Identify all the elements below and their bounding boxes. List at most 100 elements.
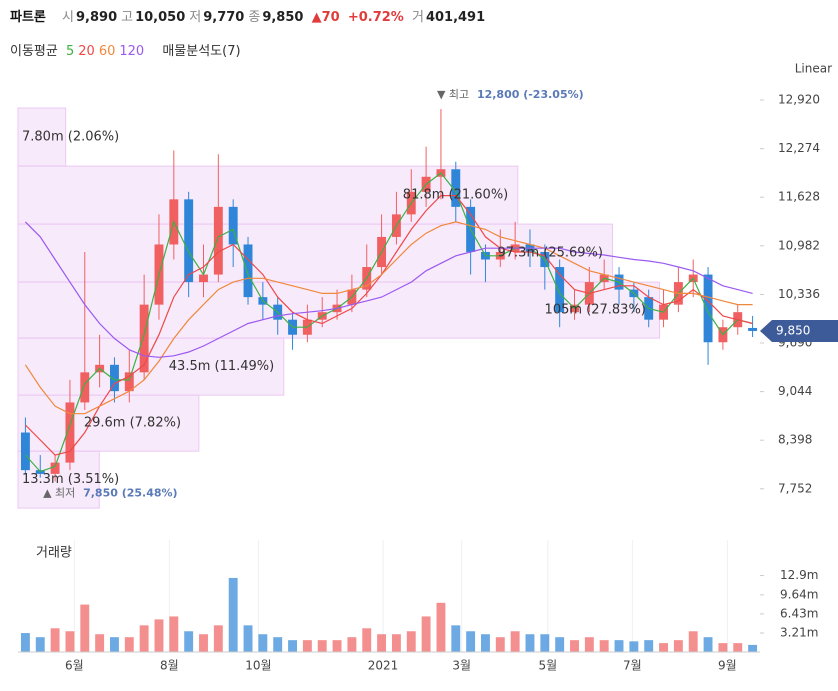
volume-bar — [288, 640, 297, 652]
ma-legend: 5 20 60 120 — [66, 44, 148, 59]
high-marker: ▼ 최고 — [437, 88, 469, 101]
volume-bar — [243, 625, 253, 652]
y-tick-label: 10,336 — [778, 287, 820, 301]
volume-key: 거 — [411, 10, 424, 25]
profile-bar — [17, 394, 200, 452]
candle-body — [20, 432, 30, 471]
volume-bar — [406, 631, 416, 652]
profile-label: 7.80m (2.06%) — [22, 130, 119, 145]
x-tick-label: 7월 — [623, 659, 642, 673]
volume-bar — [65, 631, 75, 652]
volume-bar — [50, 628, 60, 652]
volume-bar — [703, 637, 713, 652]
profile-label: 29.6m (7.82%) — [84, 416, 181, 431]
quotes: 시 9,890 고 10,050 저 9,770 종 9,850 — [58, 10, 303, 25]
volume-bar — [659, 643, 668, 652]
profile-label: 43.5m (11.49%) — [169, 359, 274, 374]
candle-body — [748, 327, 758, 331]
volume-bar — [391, 634, 401, 652]
volume-bar — [555, 637, 565, 652]
profile-label: 97.3m (25.69%) — [498, 246, 603, 261]
candle-body — [139, 304, 149, 373]
volume-bar — [584, 637, 594, 652]
volume-bar — [20, 633, 30, 652]
profile-label: 105m (27.83%) — [545, 303, 646, 318]
candle-body — [124, 372, 134, 392]
volume-bar — [481, 634, 490, 652]
volume-bar — [644, 640, 654, 652]
x-tick-label: 2021 — [368, 659, 399, 673]
volume-bar — [599, 640, 609, 652]
profile-label: 매물분석도(7) — [162, 44, 241, 59]
volume-bar — [273, 637, 283, 652]
y-tick-label: 11,628 — [778, 190, 820, 204]
volume-bar — [629, 641, 639, 652]
volume-bar — [184, 631, 194, 652]
ma-label: 이동평균 — [10, 44, 58, 59]
quote-value: 10,050 — [135, 10, 186, 25]
volume-bar — [718, 643, 728, 652]
candle-body — [703, 274, 713, 343]
quote-key: 시 — [62, 10, 74, 25]
high-text: 12,800 (-23.05%) — [477, 88, 584, 101]
ma-line — [24, 172, 753, 473]
volume-bar — [570, 640, 579, 652]
quote-value: 9,850 — [262, 10, 304, 25]
x-tick-label: 3월 — [452, 659, 471, 673]
volume-bar — [80, 604, 90, 652]
x-tick-label: 8월 — [160, 659, 179, 673]
x-tick-label: 6월 — [65, 659, 84, 673]
volume-bar — [451, 625, 461, 652]
quote-value: 9,890 — [76, 10, 118, 25]
quote-key: 종 — [248, 10, 261, 25]
y-tick-label: 12,920 — [778, 93, 820, 107]
candle-body — [451, 169, 461, 207]
legend-item: 60 — [98, 44, 116, 59]
volume-tick-label: 12.9m — [780, 568, 818, 582]
volume-bar — [362, 628, 372, 652]
x-tick-label: 10월 — [245, 659, 271, 673]
low-text: 7,850 (25.48%) — [83, 486, 178, 499]
volume-bar — [199, 634, 208, 652]
profile-label: 13.3m (3.51%) — [22, 472, 119, 487]
candle-body — [184, 199, 194, 283]
volume-bar — [169, 616, 179, 652]
volume-bar — [139, 625, 149, 652]
candle-body — [243, 244, 253, 298]
volume-bar — [525, 634, 535, 652]
x-tick-label: 9월 — [718, 659, 737, 673]
candle-body — [555, 267, 565, 313]
volume-bar — [748, 644, 758, 652]
change: ▲70 — [311, 10, 340, 25]
profile-bar — [17, 281, 661, 339]
volume-bar — [688, 631, 698, 652]
volume-bar — [332, 640, 342, 652]
volume-tick-label: 6.43m — [780, 606, 818, 620]
volume-bar — [35, 637, 45, 652]
ma-line — [24, 221, 753, 358]
ma-line — [24, 221, 753, 415]
legend-item: 120 — [119, 44, 145, 59]
x-tick-label: 5월 — [538, 659, 557, 673]
candle-body — [50, 462, 60, 474]
y-tick-label: 8,398 — [778, 433, 812, 447]
candle-body — [199, 274, 208, 283]
volume-bar — [110, 637, 119, 652]
candle-body — [110, 364, 119, 392]
price-tag-label: 9,850 — [776, 323, 810, 337]
volume-bar — [377, 634, 387, 652]
volume-bar — [495, 637, 505, 652]
low-marker: ▲ 최저 — [43, 486, 75, 499]
scale-label: Linear — [795, 62, 832, 76]
profile-bar — [17, 107, 67, 167]
ma-line — [24, 195, 753, 456]
profile-label: 81.8m (21.60%) — [403, 188, 508, 203]
candle-body — [228, 206, 238, 245]
volume-bar — [421, 616, 431, 652]
legend: 이동평균 5 20 60 120 매물분석도(7) — [10, 40, 245, 59]
volume-bar — [302, 640, 312, 652]
profile-bar — [17, 223, 614, 283]
volume-text: 401,491 — [425, 10, 486, 25]
